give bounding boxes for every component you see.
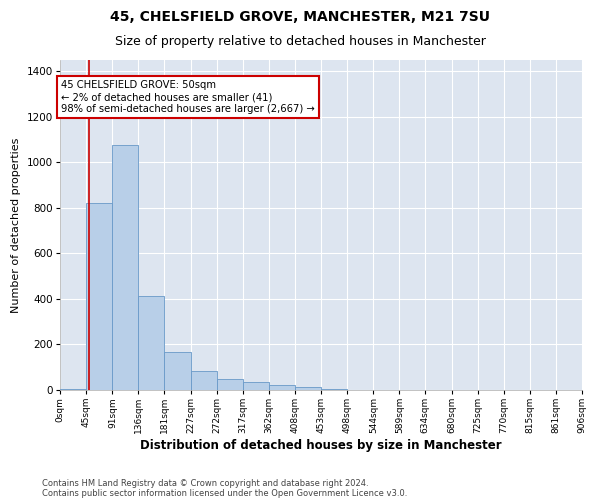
X-axis label: Distribution of detached houses by size in Manchester: Distribution of detached houses by size … xyxy=(140,439,502,452)
Text: 45, CHELSFIELD GROVE, MANCHESTER, M21 7SU: 45, CHELSFIELD GROVE, MANCHESTER, M21 7S… xyxy=(110,10,490,24)
Text: 45 CHELSFIELD GROVE: 50sqm
← 2% of detached houses are smaller (41)
98% of semi-: 45 CHELSFIELD GROVE: 50sqm ← 2% of detac… xyxy=(61,80,315,114)
Bar xyxy=(269,386,295,390)
Bar xyxy=(321,389,347,390)
Bar xyxy=(60,389,86,390)
Bar xyxy=(164,352,191,390)
Text: Contains HM Land Registry data © Crown copyright and database right 2024.: Contains HM Land Registry data © Crown c… xyxy=(42,478,368,488)
Bar xyxy=(295,388,321,390)
Bar xyxy=(191,370,217,390)
Bar xyxy=(86,204,112,390)
Bar xyxy=(242,382,269,390)
Y-axis label: Number of detached properties: Number of detached properties xyxy=(11,138,21,312)
Bar xyxy=(112,146,139,390)
Bar xyxy=(217,379,242,390)
Bar xyxy=(139,296,164,390)
Text: Size of property relative to detached houses in Manchester: Size of property relative to detached ho… xyxy=(115,35,485,48)
Text: Contains public sector information licensed under the Open Government Licence v3: Contains public sector information licen… xyxy=(42,488,407,498)
